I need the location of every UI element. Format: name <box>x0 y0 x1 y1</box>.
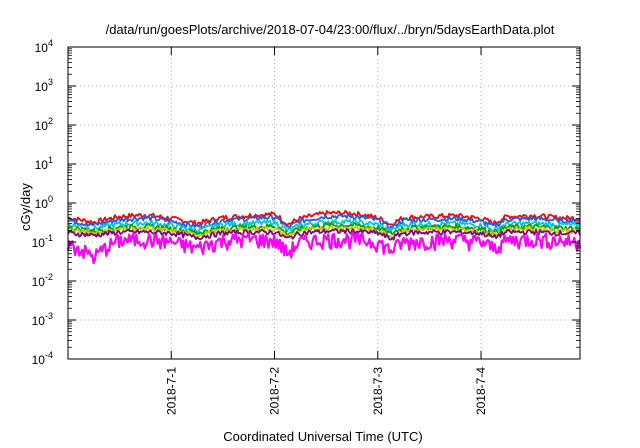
x-axis-label: Coordinated Universal Time (UTC) <box>223 429 422 444</box>
grid <box>68 47 580 359</box>
axes: 10-4 10-3 10-2 10-1 100 101 102 103 104 2018-7-1 2… <box>32 38 581 415</box>
plot-frame <box>67 46 581 360</box>
chart-title: /data/run/goesPlots/archive/2018-07-04/2… <box>106 22 555 37</box>
y-tick-label: 10-1 <box>32 233 53 250</box>
x-tick-label: 2018-7-1 <box>164 367 178 415</box>
y-tick-label: 104 <box>35 38 53 55</box>
y-tick-label: 10-2 <box>32 272 53 289</box>
x-tick-label: 2018-7-4 <box>474 367 488 415</box>
series-line <box>67 209 581 228</box>
series-layer <box>66 209 582 265</box>
x-tick-label: 2018-7-2 <box>268 367 282 415</box>
y-tick-label: 10-4 <box>32 350 53 367</box>
y-tick-label: 100 <box>35 194 53 211</box>
series-line <box>67 222 581 237</box>
x-tick-label: 2018-7-3 <box>371 367 385 415</box>
series-line <box>67 228 581 241</box>
series-line <box>67 213 581 231</box>
y-tick-label: 10-3 <box>32 311 53 328</box>
y-tick-label: 103 <box>35 77 53 94</box>
y-tick-label: 102 <box>35 116 53 133</box>
y-axis-label: cGy/day <box>18 183 33 231</box>
y-tick-label: 101 <box>35 155 53 172</box>
series-line <box>66 231 582 265</box>
